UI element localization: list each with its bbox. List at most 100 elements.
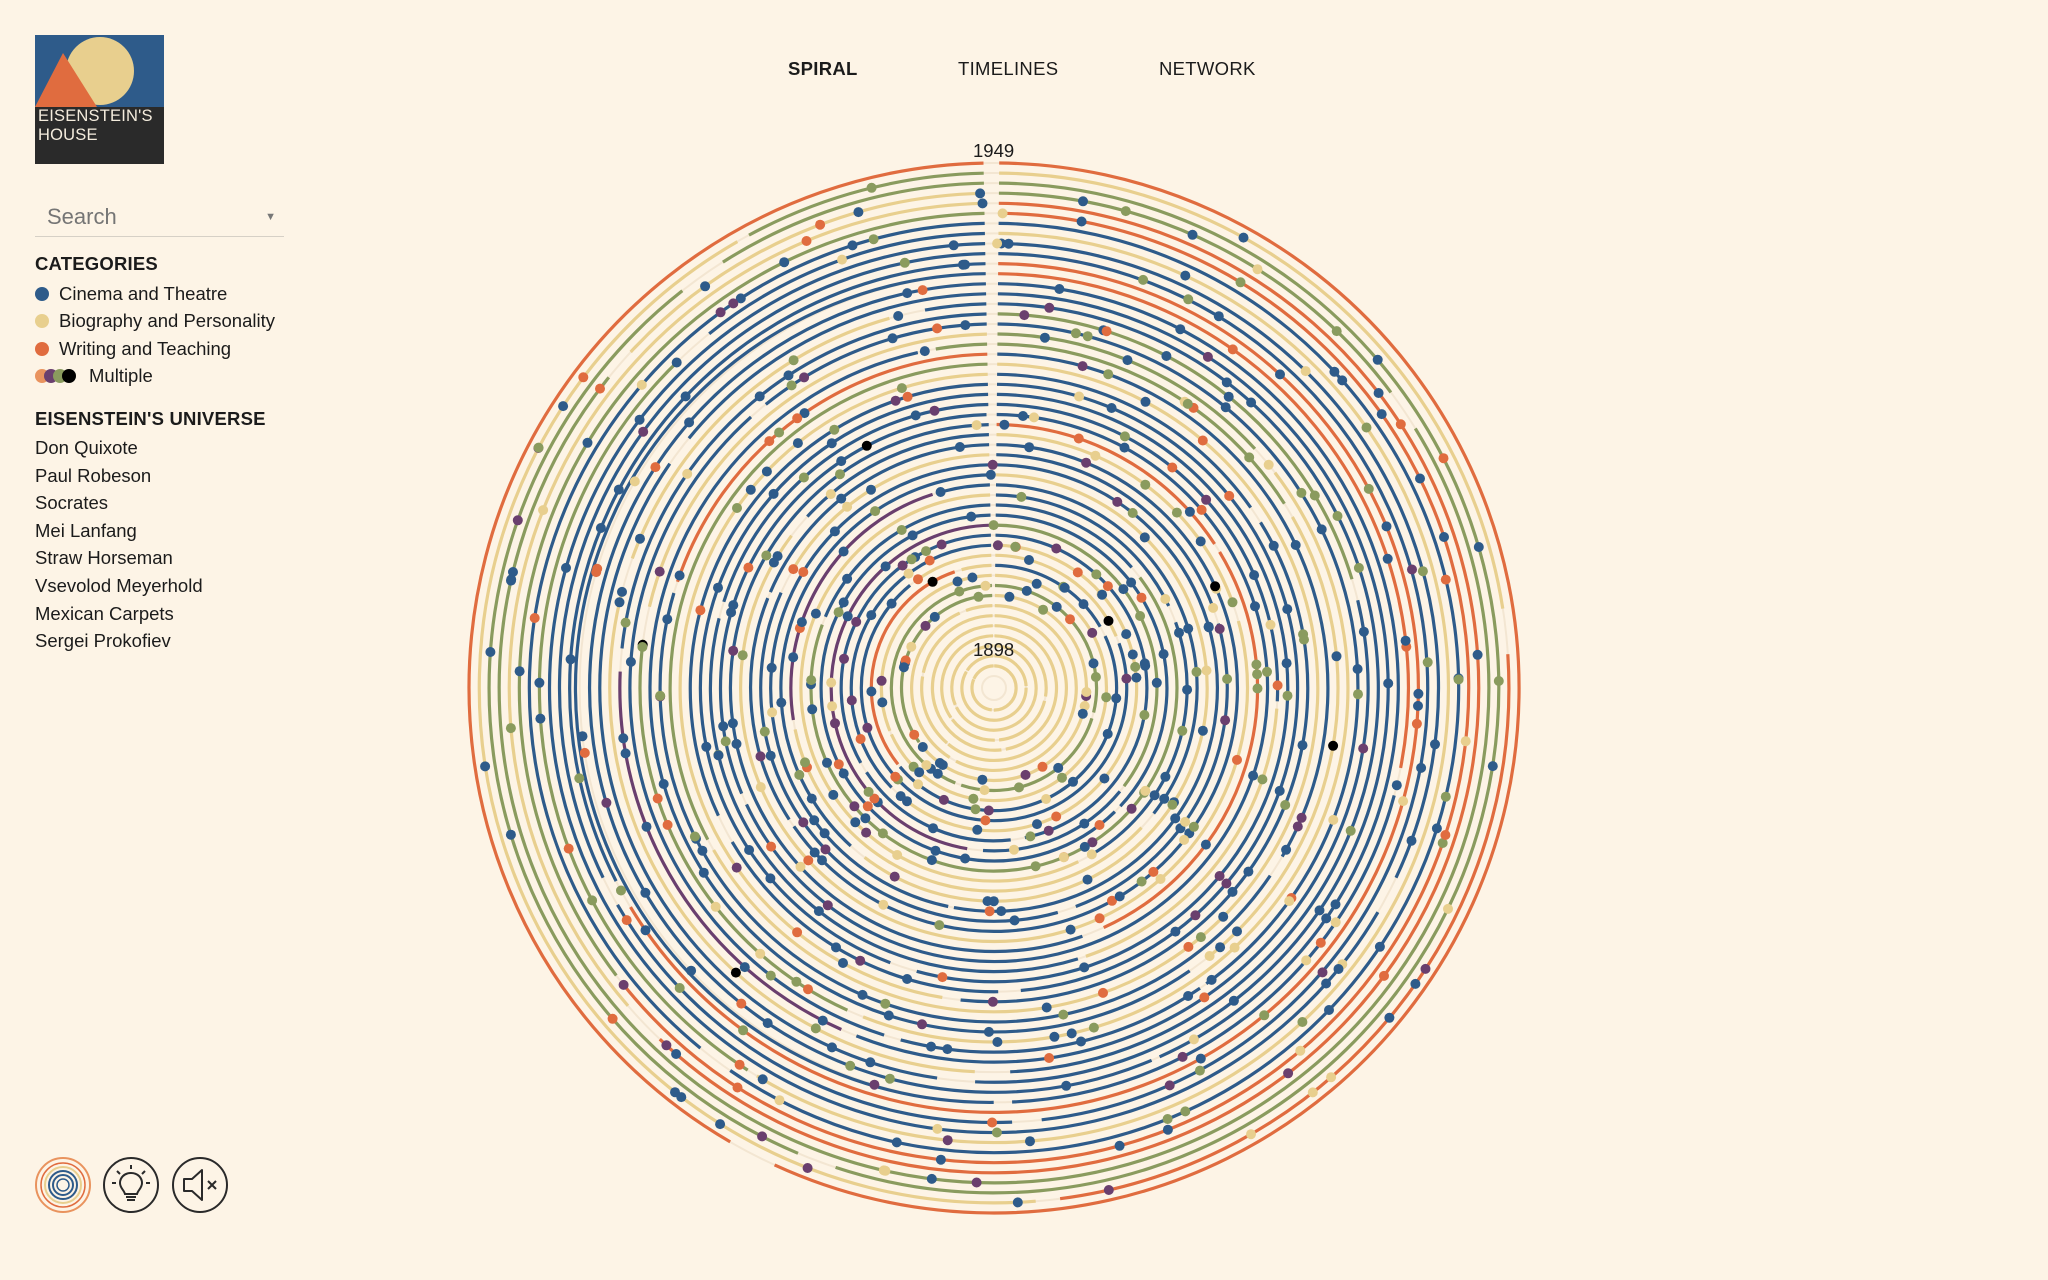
event-dot[interactable]: [1183, 991, 1194, 1001]
event-dot[interactable]: [1218, 911, 1229, 922]
event-dot[interactable]: [1049, 1031, 1060, 1042]
event-dot[interactable]: [1066, 1028, 1077, 1039]
timeline-arc[interactable]: [951, 718, 995, 742]
event-dot[interactable]: [842, 573, 853, 584]
event-dot[interactable]: [1078, 599, 1089, 610]
event-dot[interactable]: [1372, 354, 1383, 365]
event-dot[interactable]: [621, 915, 632, 926]
event-dot[interactable]: [1078, 196, 1088, 207]
event-dot[interactable]: [1203, 621, 1214, 632]
timeline-arc[interactable]: [668, 362, 988, 841]
event-dot[interactable]: [799, 372, 810, 383]
timeline-arc[interactable]: [628, 415, 885, 1037]
timeline-arc[interactable]: [997, 322, 1360, 985]
event-dot[interactable]: [1214, 623, 1225, 634]
event-dot[interactable]: [1197, 725, 1208, 736]
event-dot[interactable]: [1076, 1036, 1086, 1047]
event-dot[interactable]: [1210, 581, 1221, 592]
event-dot[interactable]: [1114, 1140, 1125, 1151]
timeline-arc[interactable]: [1085, 708, 1279, 958]
event-dot[interactable]: [765, 873, 776, 884]
event-dot[interactable]: [1301, 955, 1312, 966]
category-cinema[interactable]: Cinema and Theatre: [35, 280, 275, 308]
event-dot[interactable]: [592, 563, 603, 574]
event-dot[interactable]: [1139, 532, 1150, 543]
category-writing[interactable]: Writing and Teaching: [35, 335, 275, 363]
timeline-arc[interactable]: [809, 576, 1179, 873]
event-dot[interactable]: [1090, 450, 1101, 461]
timeline-arc[interactable]: [994, 583, 1099, 713]
event-dot[interactable]: [1200, 839, 1211, 850]
event-dot[interactable]: [1120, 206, 1131, 217]
timeline-arc[interactable]: [789, 492, 934, 721]
event-dot[interactable]: [1009, 844, 1019, 855]
event-dot[interactable]: [1103, 1185, 1114, 1195]
event-dot[interactable]: [987, 459, 998, 470]
event-dot[interactable]: [877, 697, 888, 708]
event-dot[interactable]: [1121, 629, 1132, 640]
event-dot[interactable]: [715, 307, 726, 318]
event-dot[interactable]: [825, 489, 836, 500]
event-dot[interactable]: [907, 530, 918, 541]
event-dot[interactable]: [975, 188, 986, 199]
event-dot[interactable]: [738, 1025, 749, 1036]
event-dot[interactable]: [1081, 687, 1092, 697]
event-dot[interactable]: [815, 219, 826, 230]
event-dot[interactable]: [968, 793, 979, 804]
event-dot[interactable]: [909, 729, 920, 740]
event-dot[interactable]: [913, 574, 923, 585]
timeline-arc[interactable]: [517, 211, 985, 977]
event-dot[interactable]: [792, 927, 803, 938]
event-dot[interactable]: [791, 976, 802, 987]
event-dot[interactable]: [772, 551, 783, 562]
event-dot[interactable]: [948, 240, 959, 251]
timeline-arc[interactable]: [924, 302, 987, 312]
event-dot[interactable]: [1328, 814, 1339, 825]
event-dot[interactable]: [1227, 597, 1238, 608]
timeline-arc[interactable]: [728, 423, 1083, 954]
event-dot[interactable]: [1307, 1087, 1318, 1098]
event-dot[interactable]: [917, 742, 928, 752]
event-dot[interactable]: [1283, 1068, 1294, 1079]
event-dot[interactable]: [1453, 674, 1464, 685]
event-dot[interactable]: [1065, 924, 1076, 935]
timeline-arc[interactable]: [997, 352, 1330, 858]
universe-item-socrates[interactable]: Socrates: [35, 492, 109, 514]
event-dot[interactable]: [798, 817, 809, 828]
event-dot[interactable]: [1126, 803, 1137, 814]
event-dot[interactable]: [1395, 419, 1406, 430]
event-dot[interactable]: [718, 721, 729, 732]
event-dot[interactable]: [1379, 970, 1389, 981]
timeline-arc[interactable]: [588, 282, 1153, 1094]
event-dot[interactable]: [973, 591, 984, 602]
event-dot[interactable]: [992, 238, 1003, 249]
event-dot[interactable]: [997, 208, 1008, 219]
event-dot[interactable]: [1031, 578, 1042, 589]
event-dot[interactable]: [866, 484, 876, 495]
timeline-arc[interactable]: [954, 644, 1038, 732]
event-dot[interactable]: [1440, 830, 1451, 840]
event-dot[interactable]: [1352, 664, 1363, 674]
event-dot[interactable]: [1280, 800, 1291, 810]
event-dot[interactable]: [833, 607, 844, 618]
event-dot[interactable]: [757, 1074, 768, 1085]
timeline-arc[interactable]: [573, 272, 994, 1105]
event-dot[interactable]: [845, 1060, 856, 1071]
event-dot[interactable]: [929, 405, 940, 416]
event-dot[interactable]: [634, 414, 645, 425]
event-dot[interactable]: [906, 554, 917, 565]
universe-item-sergei-prokofiev[interactable]: Sergei Prokofiev: [35, 630, 171, 652]
event-dot[interactable]: [727, 718, 738, 729]
event-dot[interactable]: [614, 597, 625, 608]
event-dot[interactable]: [829, 424, 840, 435]
event-dot[interactable]: [819, 828, 830, 839]
event-dot[interactable]: [803, 855, 814, 866]
event-dot[interactable]: [868, 234, 879, 245]
event-dot[interactable]: [1112, 496, 1123, 507]
event-dot[interactable]: [1135, 611, 1146, 621]
event-dot[interactable]: [1167, 799, 1178, 810]
event-dot[interactable]: [1281, 658, 1292, 669]
timeline-arc[interactable]: [527, 221, 985, 1050]
event-dot[interactable]: [1417, 566, 1428, 577]
event-dot[interactable]: [935, 487, 946, 497]
